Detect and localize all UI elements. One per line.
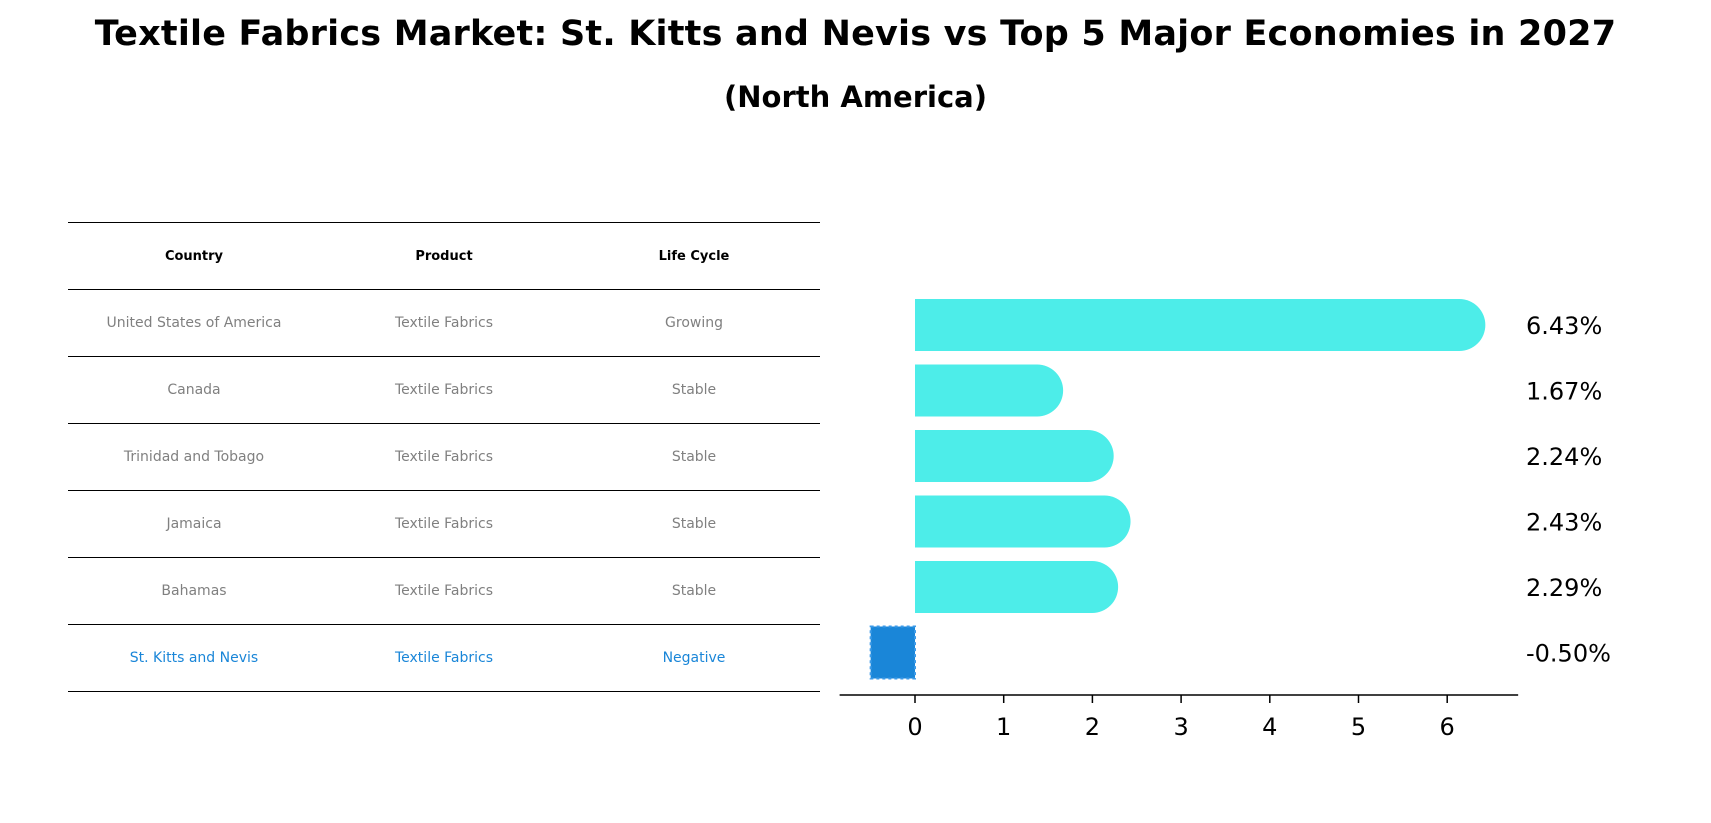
- value-label-1: 1.67%: [1526, 378, 1602, 406]
- bar-3: [915, 495, 1131, 548]
- cell-life-cycle: Negative: [662, 650, 726, 666]
- bar-4: [915, 561, 1119, 613]
- cell-country: Canada: [167, 382, 221, 398]
- bar-2: [915, 430, 1114, 482]
- table-row: Bahamas Textile Fabrics Stable: [68, 557, 820, 624]
- x-tick-label-4: 4: [1262, 713, 1277, 741]
- bar-5: [869, 625, 917, 680]
- x-tick-label-2: 2: [1085, 713, 1100, 741]
- x-tick-label-3: 3: [1173, 713, 1188, 741]
- x-tick-label-5: 5: [1351, 713, 1366, 741]
- cell-product: Textile Fabrics: [394, 650, 494, 666]
- value-label-5: -0.50%: [1526, 640, 1611, 668]
- bar-1: [915, 364, 1064, 417]
- cell-life-cycle: Stable: [671, 382, 717, 398]
- value-label-2: 2.24%: [1526, 443, 1602, 471]
- cell-life-cycle: Stable: [671, 449, 717, 465]
- x-tick-label-0: 0: [907, 713, 922, 741]
- cell-product: Textile Fabrics: [394, 315, 494, 331]
- table-row: United States of America Textile Fabrics…: [68, 289, 820, 356]
- cell-life-cycle: Growing: [665, 315, 723, 331]
- cell-country: Jamaica: [166, 516, 222, 532]
- cell-product: Textile Fabrics: [394, 516, 494, 532]
- value-label-4: 2.29%: [1526, 574, 1602, 602]
- bar-0: [915, 299, 1486, 351]
- header-product: Product: [415, 248, 473, 264]
- cell-country: Bahamas: [161, 583, 227, 599]
- chart-title: Textile Fabrics Market: St. Kitts and Ne…: [94, 14, 1617, 54]
- cell-life-cycle: Stable: [671, 583, 717, 599]
- table-header-row: Country Product Life Cycle: [68, 222, 820, 289]
- table-row: Jamaica Textile Fabrics Stable: [68, 490, 820, 557]
- header-country: Country: [164, 248, 224, 264]
- chart-subtitle: (North America): [724, 80, 987, 114]
- table-row: Canada Textile Fabrics Stable: [68, 356, 820, 423]
- cell-product: Textile Fabrics: [394, 382, 494, 398]
- x-tick-label-6: 6: [1440, 713, 1455, 741]
- cell-country: St. Kitts and Nevis: [129, 650, 259, 666]
- cell-country: United States of America: [106, 315, 282, 331]
- cell-product: Textile Fabrics: [394, 449, 494, 465]
- x-tick-label-1: 1: [996, 713, 1011, 741]
- table-row: Trinidad and Tobago Textile Fabrics Stab…: [68, 423, 820, 490]
- table-row-highlight: St. Kitts and Nevis Textile Fabrics Nega…: [68, 624, 820, 692]
- value-label-3: 2.43%: [1526, 509, 1602, 537]
- header-life-cycle: Life Cycle: [658, 248, 730, 264]
- cell-country: Trinidad and Tobago: [123, 449, 265, 465]
- cell-product: Textile Fabrics: [394, 583, 494, 599]
- cell-life-cycle: Stable: [671, 516, 717, 532]
- value-label-0: 6.43%: [1526, 312, 1602, 340]
- country-table: Country Product Life Cycle United States…: [68, 222, 820, 692]
